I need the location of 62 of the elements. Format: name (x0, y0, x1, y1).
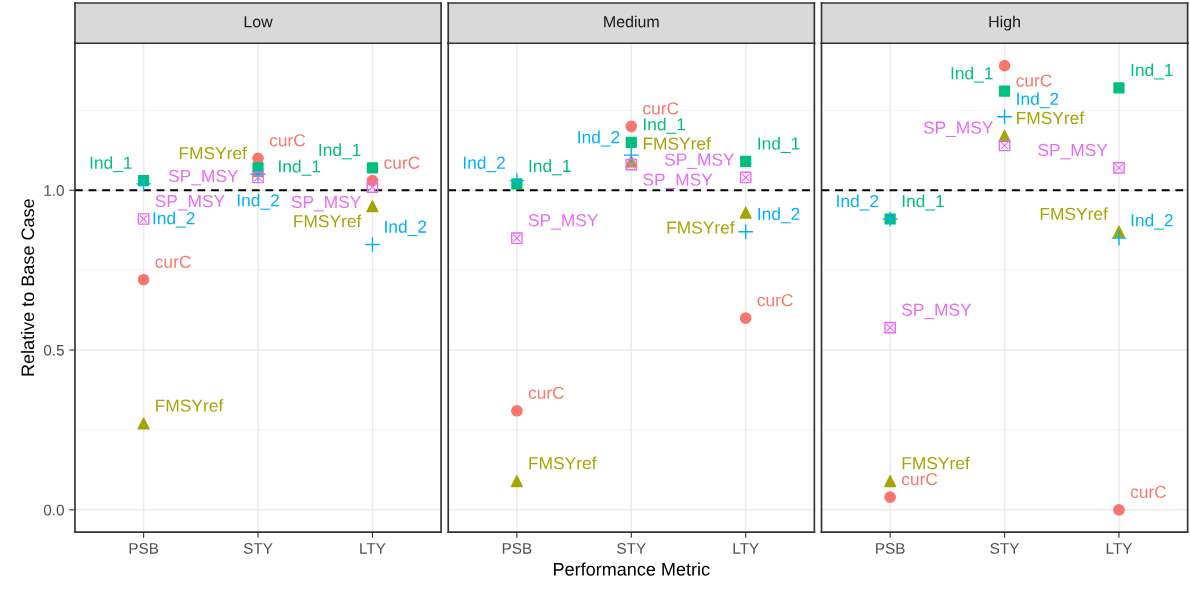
text: curC (901, 472, 938, 486)
series-label: Ind_2 (837, 194, 879, 211)
text: curC (528, 386, 564, 399)
text: FMSYref (643, 136, 711, 150)
series-label: FMSYref (294, 214, 362, 228)
x-tick-label: PSB (502, 543, 532, 554)
series-label: curC (1016, 74, 1052, 87)
text: Ind_2 (758, 207, 800, 224)
y-tick-label: 0.5 (43, 344, 64, 356)
series-label: Ind_2 (385, 220, 427, 237)
text: curC (1130, 485, 1167, 499)
x-axis-title: Performance Metric (554, 562, 710, 576)
x-tick-label: LTY (1106, 543, 1133, 554)
text: SP_MSY (902, 303, 972, 320)
series-label: FMSYref (1040, 207, 1108, 221)
y-tick-label: 0.0 (43, 504, 64, 516)
text: curC (757, 294, 793, 307)
text: FMSYref (156, 399, 224, 412)
series-label: curC (384, 156, 420, 169)
text: SP_MSY (155, 194, 225, 211)
series-label: Ind_1 (951, 66, 993, 83)
y-tick-label: 1.0 (44, 185, 64, 196)
text: SP_MSY (664, 153, 735, 169)
text: FMSYref (179, 146, 247, 160)
x-tick-label: LTY (733, 543, 759, 554)
text: Ind_2 (578, 130, 620, 147)
text: FMSYref (902, 456, 970, 470)
text: Ind_1 (902, 194, 944, 211)
series-label: Ind_1 (90, 156, 132, 173)
text: FMSYref (529, 456, 597, 470)
text: FMSYref (1017, 111, 1085, 125)
text: SP_MSY (168, 169, 239, 186)
text: Ind_2 (1131, 213, 1173, 230)
series-label: SP_MSY (528, 214, 599, 230)
y-axis-title: Relative to Base Case (20, 199, 35, 376)
series-label: SP_MSY (1038, 143, 1108, 160)
text: Ind_1 (279, 159, 321, 176)
text: Ind_2 (237, 193, 279, 210)
x-tick-label: STY (243, 543, 273, 554)
text: Ind_1 (319, 143, 361, 160)
text: SP_MSY (643, 173, 713, 190)
text: SP_MSY (923, 121, 994, 137)
text: curC (269, 134, 306, 147)
x-tick-label: STY (617, 543, 646, 554)
text: Ind_2 (1017, 92, 1059, 109)
x-tick-label: PSB (129, 543, 159, 554)
text: Ind_1 (644, 117, 685, 134)
chart-title: Low (244, 16, 273, 28)
text: Ind_2 (153, 211, 195, 228)
series-label: SP_MSY (291, 195, 361, 212)
x-tick-label: LTY (360, 543, 386, 554)
chart-title: Medium (604, 15, 659, 28)
chart-title: High (989, 15, 1020, 31)
series-label: curC (643, 102, 679, 115)
series-label: Ind_1 (758, 136, 800, 153)
x-tick-label: PSB (876, 543, 905, 554)
x-tick-label: STY (990, 543, 1020, 554)
text: curC (155, 255, 191, 268)
series-label: FMSYref (667, 220, 735, 234)
text: Ind_1 (1131, 63, 1173, 80)
text: Ind_1 (529, 159, 571, 176)
series-label: Ind_2 (463, 156, 505, 173)
